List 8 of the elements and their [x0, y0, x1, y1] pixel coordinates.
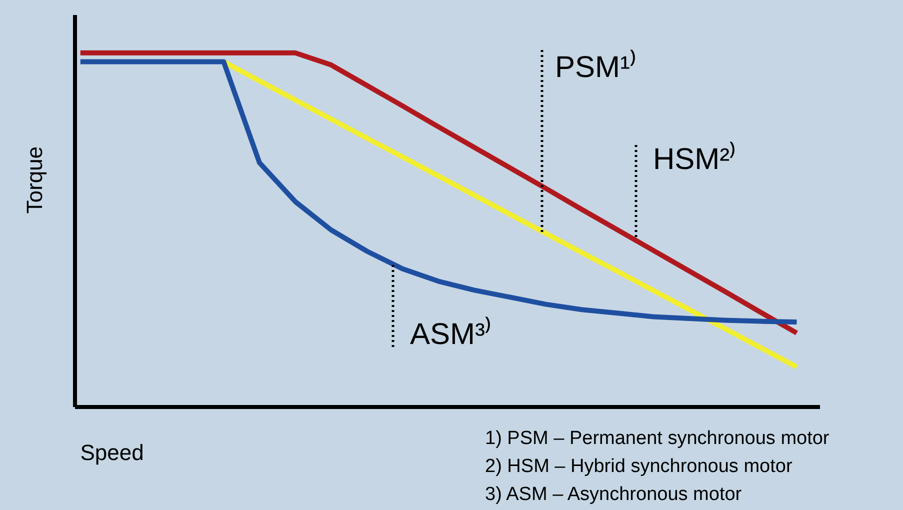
text: 3) ASM – Asynchronous motor — [485, 484, 742, 505]
series-label: ASM³⁾ — [410, 316, 492, 351]
text: 1) PSM – Permanent synchronous motor — [485, 428, 830, 449]
text: PSM¹⁾ — [555, 49, 637, 84]
text: 2) HSM – Hybrid synchronous motor — [485, 456, 793, 477]
y-axis-title: Torque — [22, 146, 47, 214]
x-axis-title: Speed — [80, 440, 144, 465]
text: HSM²⁾ — [653, 141, 737, 176]
